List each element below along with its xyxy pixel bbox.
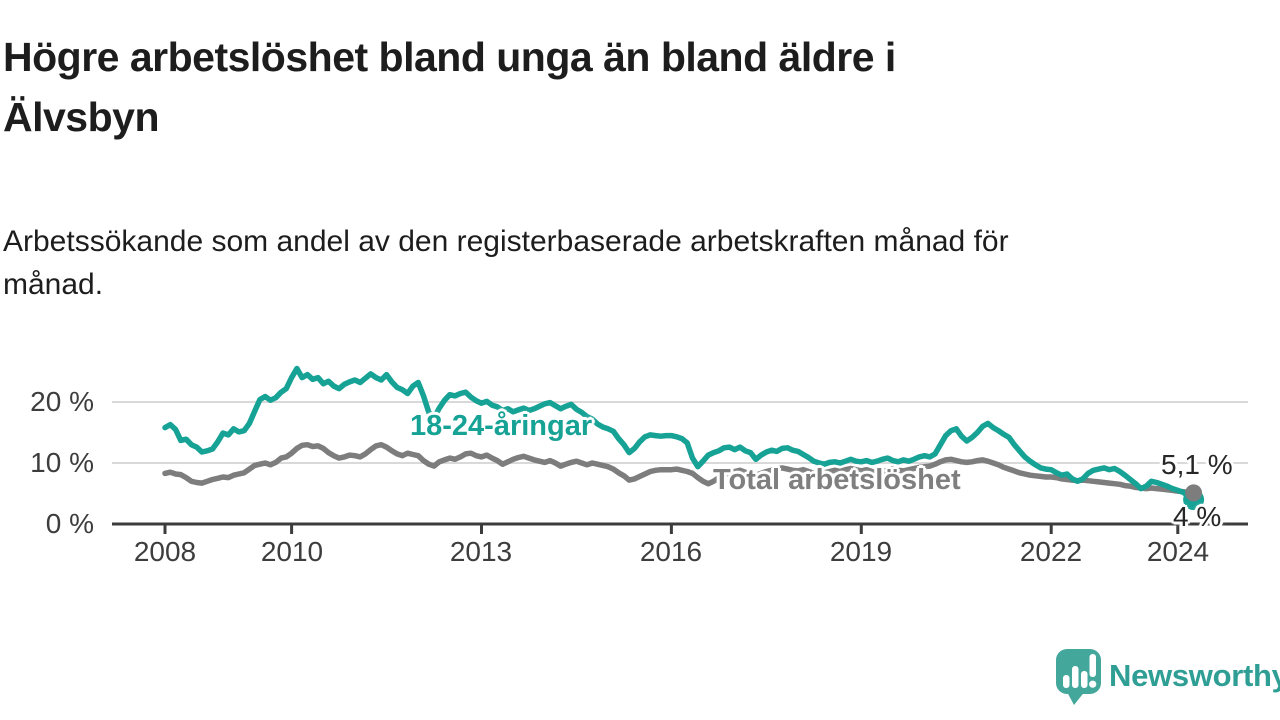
x-tick-label-2013: 2013 <box>449 536 513 567</box>
newsworthy-branding: Newsworthy <box>1053 648 1280 708</box>
y-tick-label-0: 0 % <box>45 508 94 539</box>
newsworthy-wordmark: Newsworthy <box>1109 658 1280 693</box>
newsworthy-speech-bubble-chart-icon <box>1056 649 1101 705</box>
x-tick-label-2008: 2008 <box>133 536 197 567</box>
x-tick-label-2010: 2010 <box>260 536 324 567</box>
end-value-label-total: 5,1 % <box>1161 449 1233 480</box>
end-value-label-youth: 4 % <box>1173 501 1222 532</box>
page-title: Högre arbetslöshet bland unga än bland ä… <box>3 27 1273 147</box>
series-line-total <box>162 441 1197 496</box>
title-line-2: Älvsbyn <box>3 94 160 140</box>
subtitle-line-1: Arbetssökande som andel av den registerb… <box>3 225 1009 258</box>
title-line-1: Högre arbetslöshet bland unga än bland ä… <box>3 34 896 80</box>
x-tick-label-2024: 2024 <box>1146 536 1210 567</box>
series-label-total: Total arbetslöshet <box>713 464 961 496</box>
gridlines <box>112 401 1248 464</box>
x-tick-label-2019: 2019 <box>829 536 893 567</box>
chart-subtitle: Arbetssökande som andel av den registerb… <box>3 220 1273 306</box>
series-line-youth <box>162 365 1197 503</box>
x-axis-tick-marks <box>163 524 1180 534</box>
series-endpoint-total <box>1185 484 1203 502</box>
series-label-youth: 18-24-åringar <box>410 410 593 442</box>
line-chart-plot <box>112 365 1248 534</box>
x-tick-label-2016: 2016 <box>639 536 703 567</box>
y-tick-label-20: 20 % <box>30 386 94 417</box>
y-tick-label-10: 10 % <box>30 447 94 478</box>
subtitle-line-2: månad. <box>3 268 104 301</box>
x-tick-label-2022: 2022 <box>1019 536 1083 567</box>
